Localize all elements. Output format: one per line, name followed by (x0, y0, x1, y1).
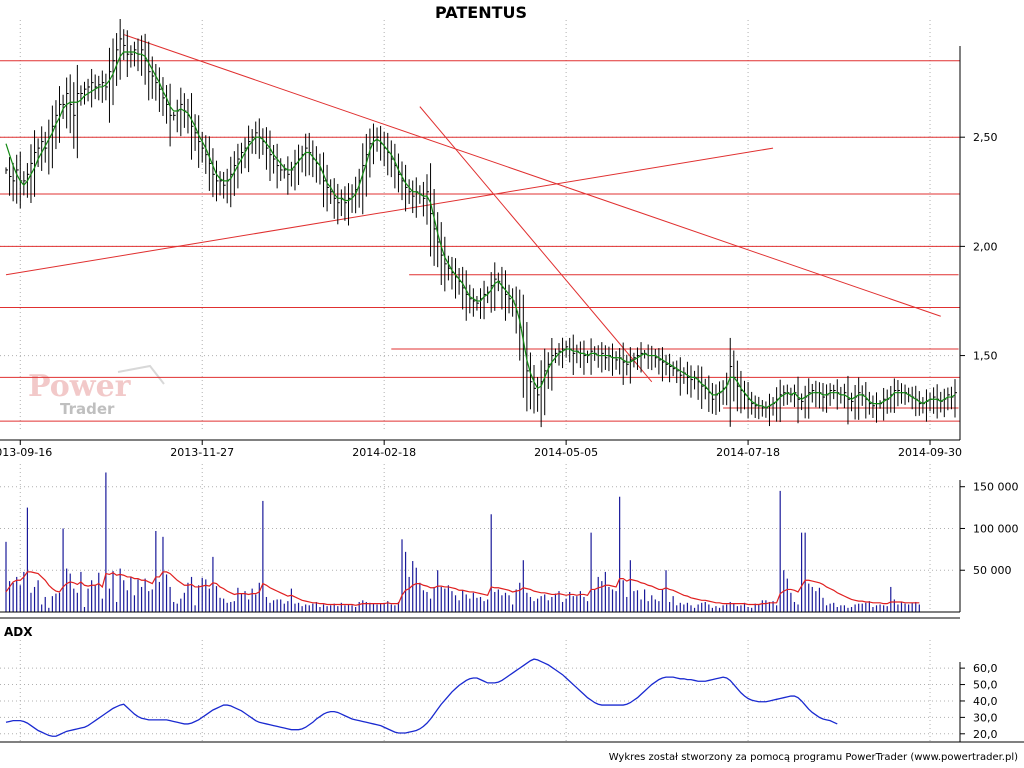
trend-line (123, 34, 941, 317)
date-tick-label: 2014-07-18 (716, 446, 780, 459)
powertrader-watermark: Power Trader (28, 364, 165, 418)
moving-average-line (5, 51, 956, 409)
adx-panel-label: ADX (4, 625, 33, 639)
date-tick-label: 2013-11-27 (170, 446, 234, 459)
volume-y-tick-label: 50 000 (973, 564, 1012, 577)
adx-y-tick-label: 60,0 (973, 662, 998, 675)
trend-line (5, 147, 774, 276)
adx-y-tick-label: 20,0 (973, 728, 998, 741)
date-tick-label: 2014-09-30 (898, 446, 962, 459)
volume-panel: 50 000 100 000 150 000 (0, 464, 1019, 619)
chart-title: PATENTUS (435, 3, 527, 22)
volume-average-line (5, 571, 920, 606)
footer-credit: Wykres został stworzony za pomocą progra… (609, 752, 1018, 763)
watermark-swoosh-icon (117, 364, 165, 385)
volume-y-tick-label: 150 000 (973, 481, 1019, 494)
trend-line (419, 106, 653, 383)
price-y-tick-label: 1,50 (973, 350, 998, 363)
adx-y-tick-label: 30,0 (973, 711, 998, 724)
date-tick-label: 2014-05-05 (534, 446, 598, 459)
adx-panel: 20,0 30,0 40,0 50,0 60,0 (0, 640, 1024, 743)
watermark-trader-text: Trader (60, 400, 115, 418)
price-y-tick-label: 2,00 (973, 240, 998, 253)
price-panel: 1,50 2,00 2,50 2013-09-16 2013-11-27 2014-02-… (0, 19, 998, 459)
volume-y-tick-label: 100 000 (973, 522, 1019, 535)
adx-y-tick-label: 40,0 (973, 695, 998, 708)
price-y-tick-label: 2,50 (973, 131, 998, 144)
adx-y-tick-label: 50,0 (973, 679, 998, 692)
date-tick-label: 2014-02-18 (352, 446, 416, 459)
watermark-power-text: Power (28, 369, 132, 404)
date-tick-label: 2013-09-16 (0, 446, 52, 459)
adx-line (5, 658, 838, 737)
